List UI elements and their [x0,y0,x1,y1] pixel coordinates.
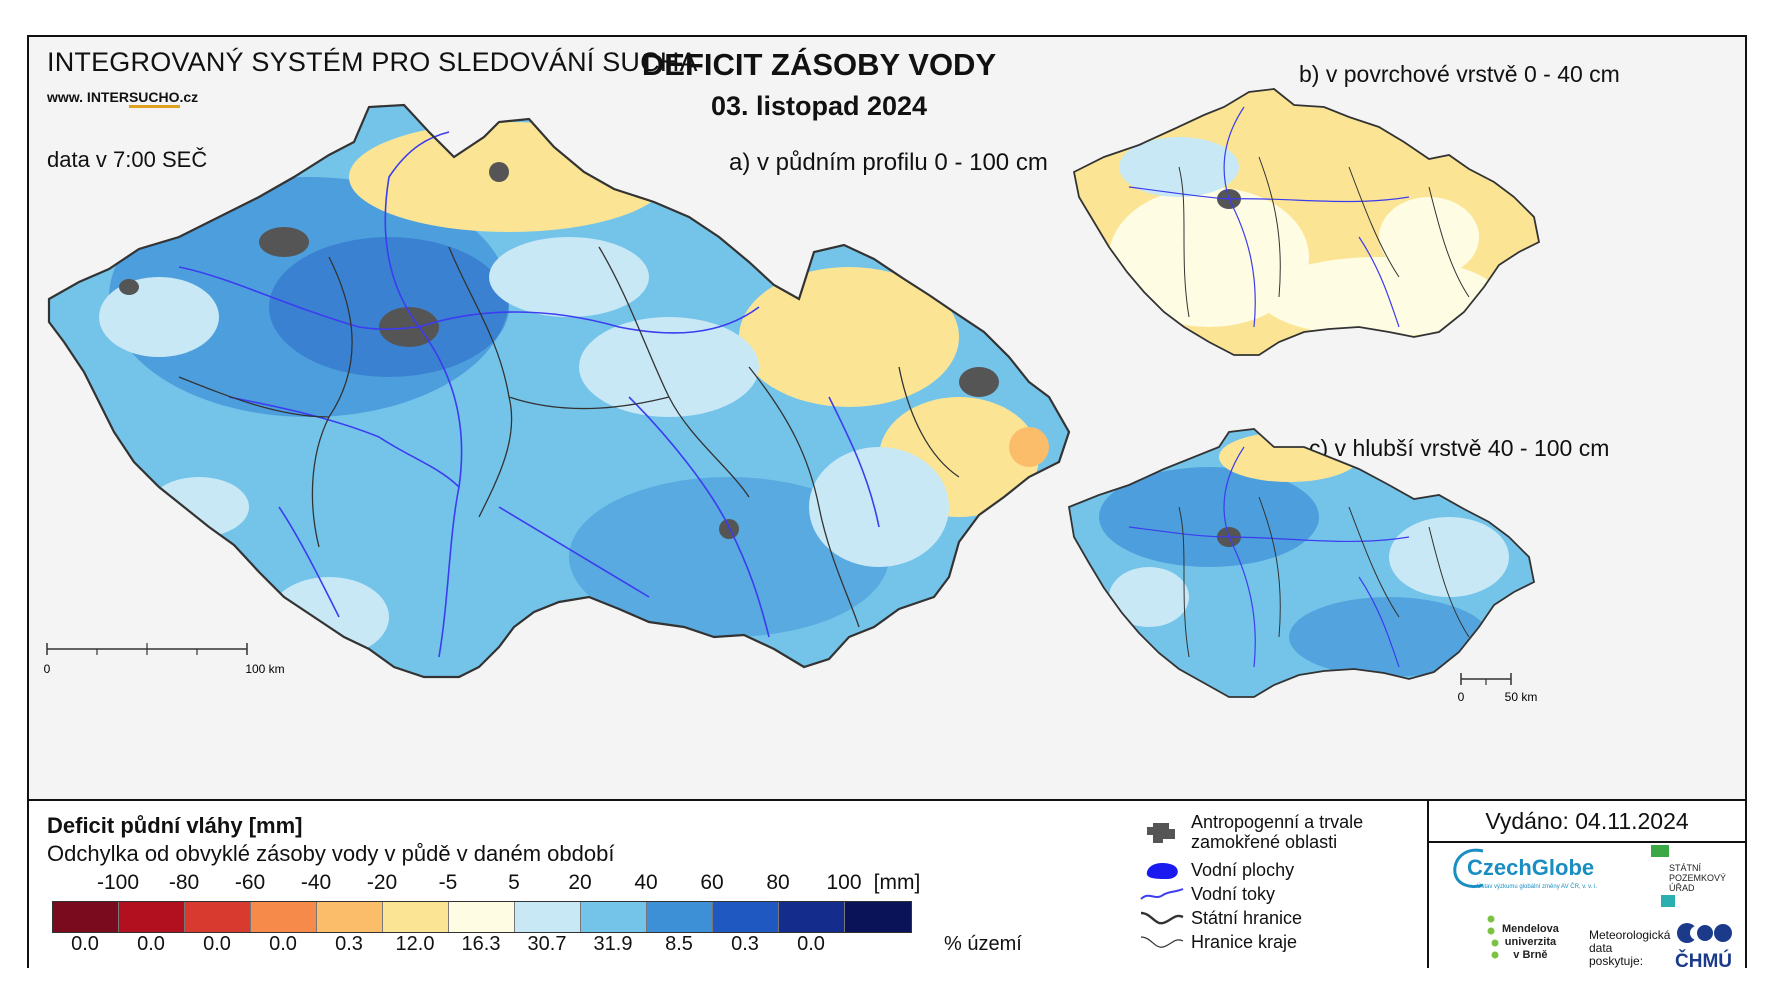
legend-swatch [383,902,449,932]
scale-c-start: 0 [1458,690,1465,704]
spu-logo: STÁTNÍ POZEMKOVÝ ÚŘAD [1669,863,1727,893]
legend-break-labels: -100 -80 -60 -40 -20 -5 5 20 40 60 80 10… [47,871,920,901]
legend-break: 40 [634,871,658,894]
legend-swatch [515,902,581,932]
legend-label-region-border: Hranice kraje [1191,931,1298,952]
scale-bar-c [1460,673,1512,685]
czechglobe-logo-icon [1453,848,1484,888]
urban-area-icon [1147,823,1175,843]
region-border-icon [1140,936,1184,948]
mendel-logo: Mendelova univerzita v Brně [1502,923,1559,961]
legend-percent: 0.3 [731,933,759,955]
map-area: INTEGROVANÝ SYSTÉM PRO SLEDOVÁNÍ SUCHA w… [29,37,1745,799]
data-time: data v 7:00 SEČ [47,147,208,172]
chmu-logo: ČHMÚ [1675,951,1732,972]
legend-break: 60 [700,871,724,894]
website-sucho: SUCHO [128,89,180,108]
legend-separator [1427,801,1429,968]
issued-date: Vydáno: 04.11.2024 [1429,801,1745,843]
chmu-logo-icon [1677,923,1732,943]
water-body-icon [1146,863,1178,879]
map-a-fill [49,105,1069,677]
met-data-note: Meteorologická data poskytuje: [1589,928,1671,968]
legend-percent: 8.5 [665,933,693,955]
legend-title: Deficit půdní vláhy [mm] [47,813,303,838]
panel-c-title: c) v hlubší vrstvě 40 - 100 cm [1309,435,1610,461]
legend-percent: 16.3 [461,933,501,955]
panel-b-title: b) v povrchové vrstvě 0 - 40 cm [1299,61,1620,87]
legend-label-water-bodies: Vodní plochy [1191,859,1295,880]
map-a-svg: 0 100 km 0 50 km [44,88,1540,704]
legend-percent: 0.3 [335,933,363,955]
legend-break: -100 [96,871,140,894]
legend-percent-unit: % území [944,933,1022,955]
map-c-region-borders [1178,496,1470,658]
state-border-icon [1140,911,1184,925]
scale-c-end: 50 km [1505,690,1538,704]
legend-subtitle: Odchylka od obvyklé zásoby vody v půdě v… [47,841,615,866]
legend-swatch [647,902,713,932]
legend-color-bar [52,901,912,933]
legend-break: -40 [300,871,332,894]
legend-unit: [mm] [873,871,921,894]
main-title: DEFICIT ZÁSOBY VODY [641,47,997,82]
legend-break: 80 [766,871,790,894]
legend-label-state-border: Státní hranice [1191,907,1303,928]
legend-label-water-courses: Vodní toky [1191,883,1276,904]
map-b-region-borders [1178,156,1470,318]
system-title: INTEGROVANÝ SYSTÉM PRO SLEDOVÁNÍ SUCHA [47,47,698,77]
legend-swatch [581,902,647,932]
legend-swatch [251,902,317,932]
legend-item-anthropogenic: Antropogenní a trvale zamokřené oblasti [1139,811,1363,853]
river-icon [1140,888,1184,900]
legend-percent: 12.0 [395,933,435,955]
scale-bar-a [46,643,248,655]
legend-item-water-bodies: Vodní plochy [1139,857,1294,883]
legend-swatch [119,902,185,932]
legend-swatch [317,902,383,932]
legend-item-water-courses: Vodní toky [1139,881,1275,907]
legend-break: -60 [234,871,266,894]
legend-percent: 31.9 [593,933,633,955]
legend-item-state-border: Státní hranice [1139,905,1302,931]
legend-break: -5 [438,871,458,894]
website-suffix: .cz [179,89,199,105]
map-b-fill [1074,89,1539,355]
legend-swatch [185,902,251,932]
legend-label-anthropogenic: Antropogenní a trvale zamokřené oblasti [1191,812,1364,852]
scale-a-start: 0 [44,662,51,676]
legend-percent: 0.0 [269,933,297,955]
panel-a-title: a) v půdním profilu 0 - 100 cm [729,149,1048,176]
legend-percent: 0.0 [137,933,165,955]
scale-a-end: 100 km [245,662,284,676]
legend-percent: 0.0 [71,933,99,955]
legend-area: Deficit půdní vláhy [mm] Odchylka od obv… [29,799,1745,972]
spu-logo-icon [1651,845,1675,907]
map-a-rivers [178,131,880,658]
website-link[interactable]: www. INTERSUCHO.cz [47,89,199,108]
legend-break: 100 [826,871,862,894]
mendel-logo-icon [1487,915,1499,959]
date-title: 03. listopad 2024 [710,91,928,121]
legend-item-region-border: Hranice kraje [1139,929,1297,955]
legend-break: -20 [366,871,398,894]
legend-swatch [53,902,119,932]
website-prefix: www. INTER [47,89,129,105]
legend-swatch [845,902,911,932]
legend-break: 20 [568,871,592,894]
map-frame: INTEGROVANÝ SYSTÉM PRO SLEDOVÁNÍ SUCHA w… [27,35,1747,972]
legend-swatch [779,902,845,932]
map-a-region-borders [178,246,960,628]
czechglobe-subtitle: Ústav výzkumu globální změny AV ČR, v. v… [1477,884,1598,890]
legend-break: -80 [168,871,200,894]
legend-swatch [449,902,515,932]
legend-percent: 30.7 [527,933,567,955]
czechglobe-logo: CzechGlobe [1467,855,1595,880]
legend-percent: 0.0 [797,933,825,955]
legend-percent: 0.0 [203,933,231,955]
map-c-fill [1069,429,1534,697]
legend-swatch [713,902,779,932]
legend-break: 5 [508,871,520,894]
